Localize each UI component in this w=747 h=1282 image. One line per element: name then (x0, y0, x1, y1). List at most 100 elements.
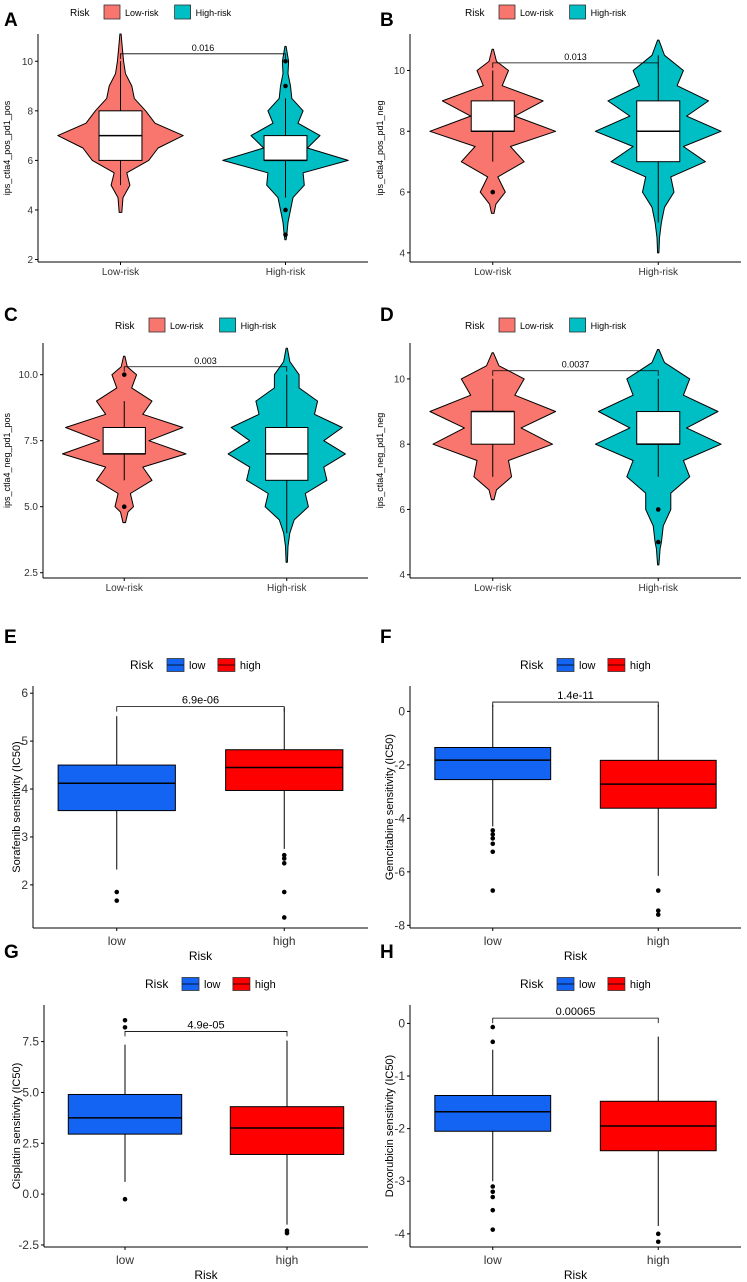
x-tick-label-high-risk: High-risk (639, 583, 679, 594)
legend-title: Risk (465, 321, 485, 332)
legend-label-high-risk: High-risk (196, 8, 232, 18)
significance-bracket: 0.016 (120, 43, 286, 59)
outlier-point (655, 908, 661, 913)
legend: Risk Low-risk High-risk (70, 4, 232, 20)
bracket-line (123, 366, 288, 372)
box-high (599, 704, 717, 917)
outlier-point (121, 372, 127, 377)
x-axis-label: Risk (564, 1268, 588, 1282)
y-tick-label: -8 (394, 918, 405, 932)
legend-title: Risk (145, 977, 169, 991)
legend-title: Risk (70, 8, 90, 19)
y-tick-label: 6 (399, 188, 405, 199)
y-tick-label: 5.0 (22, 1085, 39, 1099)
legend-label-high: high (240, 660, 261, 672)
x-tick-label-low: low (484, 934, 502, 948)
legend-title: Risk (520, 977, 544, 991)
x-axis-label: Risk (194, 1268, 218, 1282)
y-axis-label: ips_ctla4_neg_pd1_neg (375, 413, 385, 509)
outlier-point (114, 889, 120, 895)
legend-label-low-risk: Low-risk (170, 321, 204, 331)
outlier-point (281, 889, 287, 895)
box-body (57, 764, 176, 812)
x-tick-label-low-risk: Low-risk (106, 583, 144, 594)
outlier-point (122, 1025, 128, 1030)
box-high-risk (636, 378, 681, 545)
panel-b: B Risk Low-risk High-risk 4 6 8 10 Low-risk High-… (375, 4, 741, 278)
panel-label: C (4, 305, 18, 326)
x-tick-label-low: low (108, 934, 126, 948)
outlier-point (655, 539, 661, 545)
y-axis-label: Doxorubicin sensitivity (IC50) (384, 1055, 396, 1197)
bracket-line (492, 62, 659, 68)
significance-bracket: 4.9e-05 (124, 1019, 288, 1037)
panel-label: H (380, 942, 394, 963)
y-axis-label: Sorafenib sensitivity (IC50) (11, 741, 23, 872)
y-tick-label: -2.5 (18, 1238, 39, 1252)
y-axis-label: Cisplatin sensitivity (IC50) (11, 1063, 23, 1190)
outlier-point (490, 849, 496, 855)
y-axis-label: ips_ctla4_neg_pd1_pos (2, 412, 12, 508)
p-value-label: 0.003 (194, 356, 217, 366)
panel-label: B (380, 10, 394, 31)
box-body (470, 100, 515, 132)
y-tick-label: 5.0 (24, 502, 38, 513)
y-tick-label: -6 (394, 865, 405, 879)
legend-swatch-low-risk (148, 317, 166, 333)
y-tick-label: 7.5 (24, 436, 38, 447)
outlier-point (114, 898, 120, 903)
legend-label-low: low (204, 979, 221, 991)
box-body (67, 1093, 183, 1135)
box-low-risk (470, 70, 515, 195)
bracket-line (120, 53, 286, 59)
box-high (229, 1040, 345, 1236)
box-low (67, 1017, 183, 1202)
box-body (229, 1106, 345, 1155)
legend-label-high: high (630, 979, 651, 991)
y-tick-label: 10 (22, 57, 34, 68)
panel-label: E (4, 627, 17, 648)
legend-label-low: low (189, 660, 206, 672)
significance-bracket: 6.9e-06 (116, 695, 285, 712)
legend-label-high: high (630, 660, 651, 672)
y-tick-label: 2 (21, 878, 28, 892)
significance-bracket: 0.003 (123, 356, 288, 372)
box-body (636, 411, 681, 445)
y-tick-label: 4 (399, 570, 405, 581)
panel-label: A (4, 10, 18, 31)
legend: Risk low high (520, 658, 651, 672)
x-tick-label-high-risk: High-risk (266, 267, 306, 278)
outlier-point (655, 1239, 661, 1245)
legend-label-low-risk: Low-risk (520, 321, 554, 331)
box-body (434, 1094, 552, 1132)
y-tick-label: 0.0 (22, 1187, 39, 1201)
significance-bracket: 0.013 (492, 52, 659, 68)
outlier-point (283, 83, 288, 89)
y-tick-label: 6 (21, 686, 28, 700)
y-tick-label: 0 (398, 704, 405, 718)
outlier-point (490, 189, 496, 195)
y-tick-label: -3 (394, 1174, 405, 1188)
y-tick-label: 10 (394, 66, 406, 77)
legend: Risk low high (130, 658, 261, 672)
panel-c: C Risk Low-risk High-risk 2.5 5.0 7.5 10.0 Low-r… (2, 305, 368, 594)
outlier-point (655, 888, 661, 893)
x-tick-label-high: high (276, 1253, 299, 1267)
p-value-label: 0.0037 (562, 360, 590, 370)
y-tick-label: 8 (399, 440, 405, 451)
box-body (225, 749, 344, 791)
x-tick-label-high: high (647, 934, 670, 948)
x-tick-label-high-risk: High-risk (639, 267, 679, 278)
y-tick-label: -4 (394, 1227, 405, 1241)
legend-title: Risk (130, 658, 154, 672)
box-body (434, 747, 552, 781)
x-tick-label-high-risk: High-risk (267, 583, 307, 594)
x-tick-label-low: low (484, 1253, 502, 1267)
outlier-point (122, 1017, 128, 1023)
x-tick-label-low: low (116, 1253, 134, 1267)
box-body (470, 411, 515, 445)
y-tick-label: -4 (394, 811, 405, 825)
panel-label: D (380, 305, 394, 326)
outlier-point (490, 1194, 496, 1200)
